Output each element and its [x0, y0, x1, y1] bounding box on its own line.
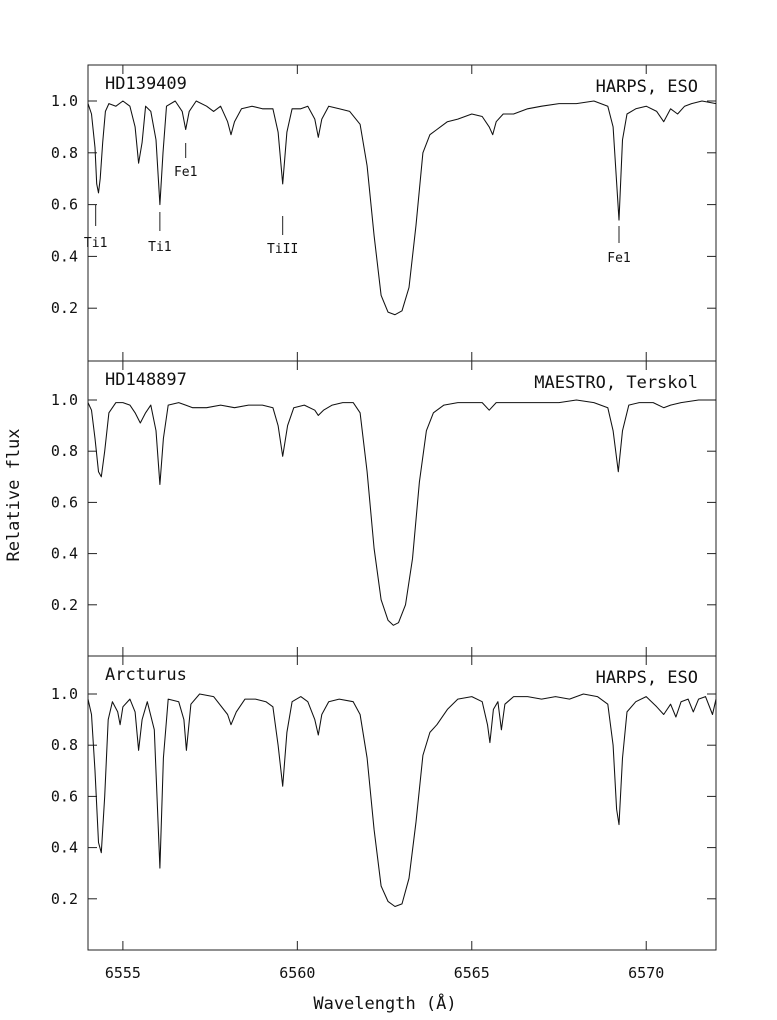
y-tick-label: 0.4 — [51, 839, 78, 857]
line-id-label: Ti1 — [84, 236, 107, 251]
panels-group: 0.2 0.4 0.6 0.8 1.0 HD139409 HARPS, ESO Ti1 Ti1 F… — [51, 64, 717, 951]
x-tick-label: 6565 — [454, 964, 490, 982]
panel-2: 0.2 0.4 0.6 0.8 1.0 HD148897 MAESTRO, Terskol — [51, 360, 717, 657]
x-tick-label: 6570 — [628, 964, 664, 982]
y-tick-label: 0.4 — [51, 545, 78, 563]
x-axis-title: Wavelength (Å) — [313, 992, 456, 1014]
y-tick-label: 0.4 — [51, 247, 78, 265]
instrument-label: HARPS, ESO — [596, 77, 698, 97]
spectrum-line — [87, 399, 716, 626]
y-tick-label: 0.6 — [51, 493, 78, 511]
y-tick-label: 1.0 — [51, 391, 78, 409]
y-tick-label: 0.6 — [51, 787, 78, 805]
y-tick-label: 0.2 — [51, 890, 78, 908]
star-label: Arcturus — [105, 665, 187, 685]
x-tick-label: 6560 — [279, 964, 315, 982]
y-tick-label: 0.6 — [51, 196, 78, 214]
panel-3: 0.2 0.4 0.6 0.8 1.0 Arcturus HARPS, ESO — [51, 655, 717, 951]
instrument-label: MAESTRO, Terskol — [534, 373, 698, 393]
spectrum-line — [87, 100, 717, 316]
x-tick-label: 6555 — [105, 964, 141, 982]
line-id-label: Fe1 — [607, 251, 630, 266]
y-tick-label: 1.0 — [51, 92, 78, 110]
panel-frame — [87, 360, 717, 657]
y-axis-title: Relative flux — [4, 428, 24, 561]
panel-frame — [87, 64, 717, 362]
y-tick-label: 0.8 — [51, 144, 78, 162]
instrument-label: HARPS, ESO — [596, 668, 698, 688]
y-tick-label: 1.0 — [51, 685, 78, 703]
y-tick-label: 0.8 — [51, 442, 78, 460]
y-tick-label: 0.2 — [51, 596, 78, 614]
star-label: HD148897 — [105, 370, 187, 390]
y-tick-label: 0.8 — [51, 736, 78, 754]
line-id-label: TiII — [267, 242, 298, 257]
y-tick-label: 0.2 — [51, 299, 78, 317]
line-id-label: Fe1 — [174, 165, 197, 180]
star-label: HD139409 — [105, 74, 187, 94]
panel-1: 0.2 0.4 0.6 0.8 1.0 HD139409 HARPS, ESO Ti1 Ti1 F… — [51, 64, 717, 362]
panel-frame — [87, 655, 717, 951]
line-id-label: Ti1 — [148, 240, 171, 255]
spectrum-line — [87, 693, 717, 908]
x-axis: 6555 6560 6565 6570 — [105, 964, 664, 982]
